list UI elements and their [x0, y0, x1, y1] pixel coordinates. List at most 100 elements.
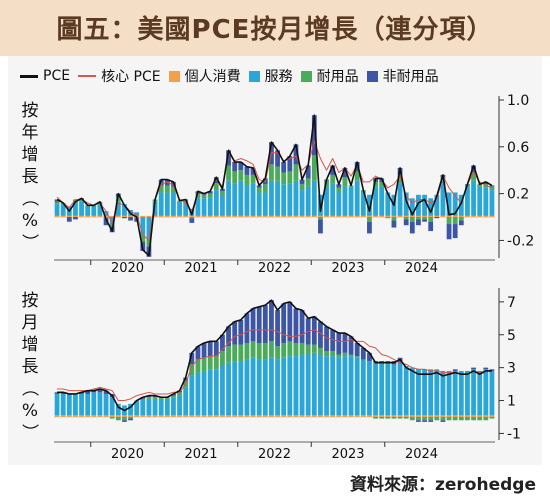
legend-swatch-services	[248, 70, 260, 82]
bar-segment	[220, 188, 225, 192]
bar-segment	[348, 354, 354, 357]
bar-segment	[164, 415, 170, 417]
legend-item-nondurables: 非耐用品	[366, 66, 439, 86]
bar-segment	[305, 186, 311, 216]
bar-segment	[281, 172, 287, 185]
bar-segment	[305, 178, 311, 187]
bar-segment	[189, 215, 195, 218]
bar-segment	[85, 215, 91, 218]
bar-segment	[238, 319, 244, 345]
bar-segment	[452, 224, 458, 239]
bar-segment	[275, 415, 280, 417]
bar-segment	[446, 192, 452, 216]
bar-segment	[477, 215, 483, 218]
bar-segment	[305, 344, 311, 355]
bar-segment	[452, 370, 458, 416]
legend-item-durables: 耐用品	[300, 66, 359, 86]
bar-segment	[97, 215, 103, 218]
bar-segment	[183, 215, 189, 218]
bar-segment	[275, 346, 280, 360]
bar-segment	[354, 342, 360, 357]
bar-segment	[428, 415, 434, 417]
bar-segment	[207, 197, 213, 216]
bar-segment	[195, 193, 201, 199]
bar-segment	[281, 215, 287, 218]
bar-segment	[416, 215, 421, 218]
bar-segment	[299, 310, 305, 343]
bar-segment	[299, 342, 305, 355]
bar-segment	[213, 369, 219, 416]
x-tick-label: 2021	[184, 447, 217, 462]
bar-segment	[244, 185, 250, 216]
bar-segment	[195, 215, 201, 218]
bar-segment	[262, 305, 268, 343]
bar-segment	[244, 166, 250, 175]
bar-segment	[287, 156, 293, 172]
bar-segment	[409, 416, 415, 421]
header-bar: 圖五：美國PCE按月增長（連分項）	[0, 0, 550, 56]
bar-segment	[409, 221, 415, 234]
bar-segment	[379, 416, 385, 419]
bar-segment	[324, 415, 329, 417]
bar-segment	[318, 215, 323, 218]
bar-segment	[73, 215, 78, 218]
bar-segment	[66, 217, 72, 222]
bar-segment	[428, 420, 434, 422]
bar-segment	[97, 389, 103, 393]
bar-segment	[79, 415, 84, 417]
bar-segment	[452, 192, 458, 216]
bar-segment	[281, 184, 287, 216]
bar-segment	[269, 300, 274, 342]
bar-segment	[79, 215, 84, 218]
bar-segment	[391, 220, 397, 228]
bar-segment	[489, 415, 495, 417]
y-tick-label: 0.2	[507, 187, 529, 203]
y-tick-label: 0.6	[507, 140, 529, 156]
bar-segment	[164, 397, 170, 399]
bar-segment	[275, 150, 280, 167]
bar-segment	[201, 357, 207, 371]
bar-segment	[60, 215, 66, 218]
bar-segment	[367, 415, 372, 417]
bar-segment	[422, 416, 427, 421]
bar-segment	[367, 352, 372, 362]
bar-segment	[305, 165, 311, 179]
bar-segment	[195, 415, 201, 417]
bar-segment	[354, 415, 360, 417]
bar-segment	[367, 221, 372, 234]
bar-segment	[342, 356, 348, 416]
bar-segment	[385, 362, 391, 416]
bar-segment	[189, 218, 195, 223]
bar-segment	[60, 204, 66, 216]
bar-segment	[79, 201, 84, 216]
bar-segment	[354, 180, 360, 216]
bar-segment	[391, 415, 397, 417]
bar-segment	[54, 201, 60, 205]
bar-segment	[483, 369, 489, 416]
bar-segment	[434, 415, 440, 417]
bar-segment	[397, 215, 403, 218]
bar-segment	[422, 219, 427, 222]
bar-segment	[446, 215, 452, 218]
bar-segment	[207, 193, 213, 198]
legend-swatch-personal-consumption	[168, 70, 180, 82]
bar-segment	[201, 342, 207, 358]
bar-segment	[262, 342, 268, 360]
y-tick-label: 1	[507, 394, 516, 410]
legend-label-services: 服務	[264, 69, 293, 85]
bar-segment	[183, 387, 189, 416]
bar-segment	[483, 416, 489, 421]
bar-segment	[91, 392, 97, 416]
bar-segment	[85, 415, 91, 417]
bar-segment	[54, 215, 60, 218]
bar-segment	[458, 415, 464, 417]
bar-segment	[446, 224, 452, 240]
legend-label-pce: PCE	[43, 68, 71, 84]
bar-segment	[483, 367, 489, 370]
bar-segment	[471, 165, 476, 173]
bar-segment	[103, 415, 109, 417]
y-label-char: ）	[19, 234, 39, 251]
bar-segment	[342, 352, 348, 357]
bar-segment	[201, 215, 207, 218]
bar-segment	[367, 217, 372, 222]
